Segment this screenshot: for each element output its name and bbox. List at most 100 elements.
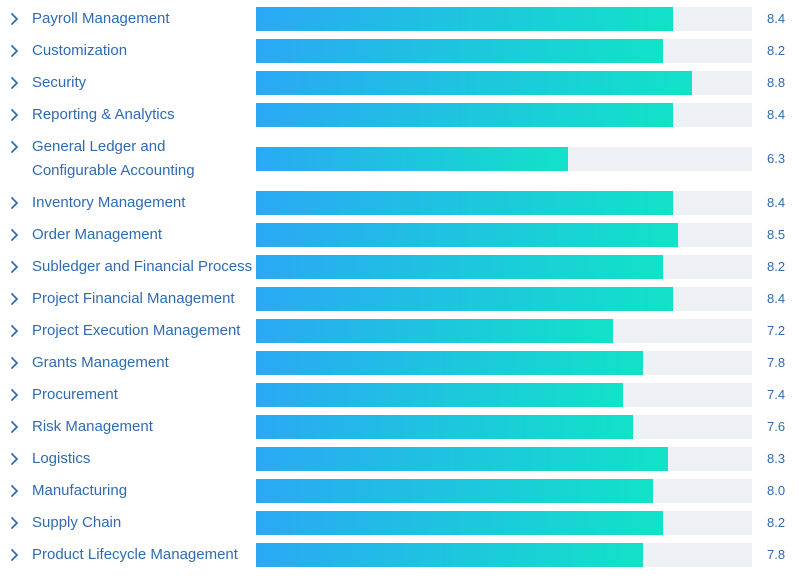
value-label: 8.2: [767, 43, 786, 58]
chart-row[interactable]: Grants Management 7.8: [0, 351, 799, 375]
chart-row[interactable]: Product Lifecycle Management 7.8: [0, 543, 799, 567]
bar: [256, 223, 678, 247]
category-label[interactable]: Reporting & Analytics: [32, 106, 175, 123]
bar: [256, 447, 668, 471]
value-label: 8.4: [767, 291, 786, 306]
chart-row[interactable]: Customization 8.2: [0, 39, 799, 63]
value-label: 8.4: [767, 195, 786, 210]
bar: [256, 415, 633, 439]
chevron-right-icon[interactable]: [10, 108, 24, 122]
bar-track: [256, 351, 752, 375]
bar-track: [256, 511, 752, 535]
bar-track: [256, 191, 752, 215]
value-label: 8.0: [767, 483, 786, 498]
bar-track: [256, 479, 752, 503]
chevron-right-icon[interactable]: [10, 260, 24, 274]
bar: [256, 191, 673, 215]
category-label[interactable]: Security: [32, 74, 87, 91]
bar: [256, 479, 653, 503]
chevron-right-icon[interactable]: [10, 356, 24, 370]
chevron-right-icon[interactable]: [10, 292, 24, 306]
category-label[interactable]: General Ledger and Configurable Accounti…: [32, 138, 195, 179]
chart-row[interactable]: Logistics 8.3: [0, 447, 799, 471]
category-label[interactable]: Customization: [32, 42, 128, 59]
chart-row[interactable]: Project Execution Management 7.2: [0, 319, 799, 343]
chevron-right-icon[interactable]: [10, 12, 24, 26]
category-label[interactable]: Product Lifecycle Management: [32, 546, 238, 563]
chevron-right-icon[interactable]: [10, 324, 24, 338]
category-label[interactable]: Risk Management: [32, 418, 153, 435]
bar: [256, 255, 663, 279]
chart-row[interactable]: Security 8.8: [0, 71, 799, 95]
bar: [256, 71, 692, 95]
bar-track: [256, 71, 752, 95]
bar-track: [256, 447, 752, 471]
bar: [256, 511, 663, 535]
bar-track: [256, 543, 752, 567]
value-label: 7.2: [767, 323, 786, 338]
chart-row[interactable]: Procurement 7.4: [0, 383, 799, 407]
category-label[interactable]: Grants Management: [32, 354, 169, 371]
chevron-right-icon[interactable]: [10, 420, 24, 434]
category-label[interactable]: Procurement: [32, 386, 118, 403]
bar-track: [256, 383, 752, 407]
bar-track: [256, 103, 752, 127]
value-label: 8.4: [767, 11, 786, 26]
value-label: 8.4: [767, 107, 786, 122]
bar: [256, 103, 673, 127]
chart-row[interactable]: Project Financial Management 8.4: [0, 287, 799, 311]
category-label[interactable]: Subledger and Financial Process: [32, 258, 253, 275]
category-label[interactable]: Manufacturing: [32, 482, 128, 499]
chevron-right-icon[interactable]: [10, 548, 24, 562]
category-label[interactable]: Project Execution Management: [32, 322, 241, 339]
chevron-right-icon[interactable]: [10, 388, 24, 402]
value-label: 8.2: [767, 515, 786, 530]
chart-row[interactable]: Order Management 8.5: [0, 223, 799, 247]
bar-track: [256, 415, 752, 439]
value-label: 7.4: [767, 387, 786, 402]
category-label[interactable]: Payroll Management: [32, 10, 170, 27]
category-label[interactable]: Project Financial Management: [32, 290, 235, 307]
value-label: 7.8: [767, 355, 786, 370]
chart-row[interactable]: Payroll Management 8.4: [0, 7, 799, 31]
bar-track: [256, 39, 752, 63]
bar-track: [256, 7, 752, 31]
chevron-right-icon[interactable]: [10, 484, 24, 498]
value-label: 7.6: [767, 419, 786, 434]
value-label: 8.3: [767, 451, 786, 466]
chart-row[interactable]: Inventory Management 8.4: [0, 191, 799, 215]
chevron-right-icon[interactable]: [10, 76, 24, 90]
bar: [256, 7, 673, 31]
chevron-right-icon[interactable]: [10, 140, 24, 154]
bar: [256, 287, 673, 311]
chart-row[interactable]: Supply Chain 8.2: [0, 511, 799, 535]
value-label: 7.8: [767, 547, 786, 562]
bar-track: [256, 319, 752, 343]
value-label: 8.5: [767, 227, 786, 242]
bar-track: [256, 255, 752, 279]
value-label: 8.2: [767, 259, 786, 274]
category-label[interactable]: Order Management: [32, 226, 163, 243]
chart-row[interactable]: Reporting & Analytics 8.4: [0, 103, 799, 127]
category-label[interactable]: Inventory Management: [32, 194, 186, 211]
bar-track: [256, 223, 752, 247]
chart-row[interactable]: Subledger and Financial Process 8.2: [0, 255, 799, 279]
chevron-right-icon[interactable]: [10, 228, 24, 242]
value-label: 6.3: [767, 151, 786, 166]
chevron-right-icon[interactable]: [10, 44, 24, 58]
chart-row[interactable]: General Ledger and Configurable Accounti…: [0, 135, 799, 183]
bar: [256, 39, 663, 63]
chevron-right-icon[interactable]: [10, 196, 24, 210]
bar: [256, 543, 643, 567]
category-label[interactable]: Logistics: [32, 450, 91, 467]
chevron-right-icon[interactable]: [10, 516, 24, 530]
bar-track: [256, 287, 752, 311]
bar: [256, 147, 568, 171]
chart-row[interactable]: Manufacturing 8.0: [0, 479, 799, 503]
value-label: 8.8: [767, 75, 786, 90]
chart-row[interactable]: Risk Management 7.6: [0, 415, 799, 439]
bar: [256, 351, 643, 375]
category-label[interactable]: Supply Chain: [32, 514, 122, 531]
chevron-right-icon[interactable]: [10, 452, 24, 466]
